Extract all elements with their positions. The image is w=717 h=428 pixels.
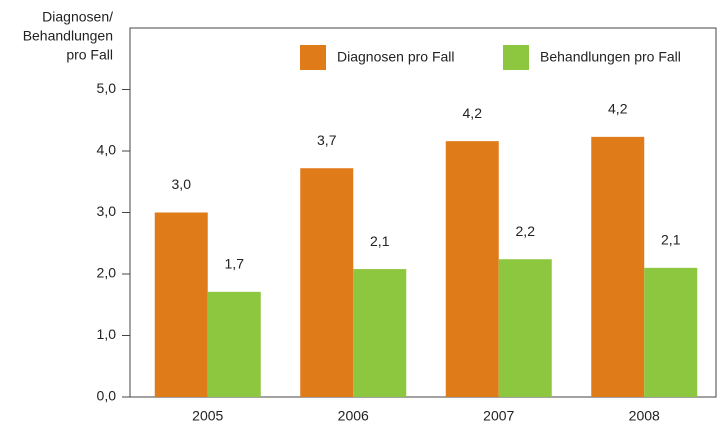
y-tick-label: 4,0 <box>97 142 117 158</box>
y-tick-label: 0,0 <box>97 388 117 404</box>
legend-swatch <box>300 45 326 70</box>
value-label: 4,2 <box>608 101 628 117</box>
value-label: 3,0 <box>172 176 192 192</box>
bar <box>154 212 208 397</box>
x-tick-label: 2007 <box>483 408 514 424</box>
bar <box>591 136 645 398</box>
x-tick-label: 2008 <box>629 408 660 424</box>
y-tick-label: 5,0 <box>97 80 117 96</box>
y-axis-label: pro Fall <box>66 47 113 63</box>
y-axis-label: Diagnosen/ <box>42 9 113 25</box>
bar <box>498 259 552 397</box>
bar <box>644 267 698 397</box>
value-label: 3,7 <box>317 132 337 148</box>
value-label: 1,7 <box>225 256 245 272</box>
bar <box>445 141 499 397</box>
bar <box>353 269 407 397</box>
value-label: 4,2 <box>463 105 483 121</box>
y-tick-label: 2,0 <box>97 265 117 281</box>
y-tick-label: 1,0 <box>97 326 117 342</box>
x-tick-label: 2006 <box>338 408 369 424</box>
value-label: 2,2 <box>516 223 536 239</box>
legend-label: Diagnosen pro Fall <box>337 49 455 65</box>
legend-swatch <box>503 45 529 70</box>
y-axis-label: Behandlungen <box>23 28 113 44</box>
bar <box>300 168 354 397</box>
value-label: 2,1 <box>661 232 681 248</box>
y-tick-label: 3,0 <box>97 203 117 219</box>
legend-label: Behandlungen pro Fall <box>540 49 681 65</box>
value-label: 2,1 <box>370 233 390 249</box>
x-tick-label: 2005 <box>192 408 223 424</box>
bar <box>207 291 261 397</box>
